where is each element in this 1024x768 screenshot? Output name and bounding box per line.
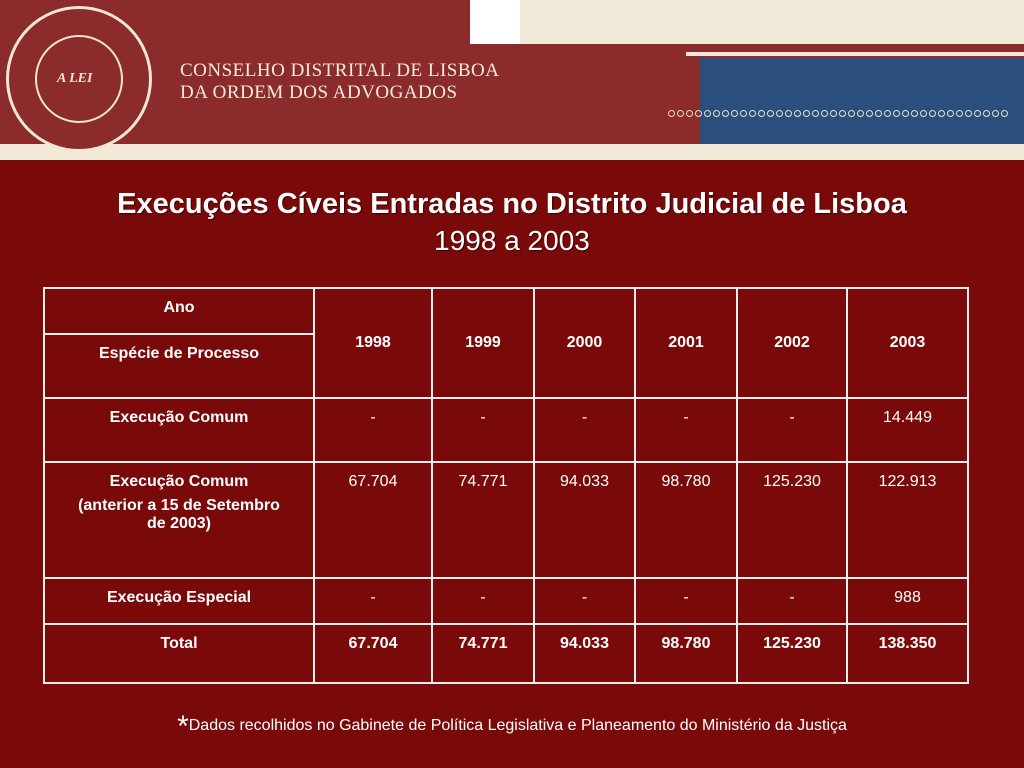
footnote-text: Dados recolhidos no Gabinete de Política…: [188, 717, 847, 734]
header-banner: A LEI CONSELHO DISTRITAL DE LISBOA DA OR…: [0, 0, 1024, 160]
header-ano: Ano: [43, 287, 315, 335]
slide-title: Execuções Cíveis Entradas no Distrito Ju…: [0, 188, 1024, 257]
header-especie: Espécie de Processo: [43, 333, 315, 399]
org-line-1: CONSELHO DISTRITAL DE LISBOA: [180, 60, 500, 81]
table-cell: 94.033: [533, 461, 636, 579]
title-line-1: Execuções Cíveis Entradas no Distrito Ju…: [117, 188, 907, 220]
year-header: 2002: [736, 287, 848, 399]
table-cell: 98.780: [634, 461, 738, 579]
footnote: *Dados recolhidos no Gabinete de Polític…: [0, 710, 1024, 744]
total-cell: 94.033: [533, 623, 636, 684]
header-blue-block: [700, 58, 1024, 144]
table-cell: -: [533, 397, 636, 463]
table-cell: 14.449: [846, 397, 969, 463]
year-header: 2001: [634, 287, 738, 399]
table-cell: -: [431, 397, 535, 463]
table-header-row: Ano 1998 1999 2000 2001 2002 2003: [43, 287, 969, 399]
table-cell: -: [533, 577, 636, 625]
table-cell: -: [736, 577, 848, 625]
year-header: 1998: [313, 287, 433, 399]
table-cell: 988: [846, 577, 969, 625]
title-line-2: 1998 a 2003: [434, 225, 590, 256]
table-cell: -: [431, 577, 535, 625]
header-bottom-strip: [0, 144, 1024, 160]
table-cell: -: [313, 577, 433, 625]
organization-name: CONSELHO DISTRITAL DE LISBOA DA ORDEM DO…: [180, 60, 499, 104]
table-cell: 74.771: [431, 461, 535, 579]
header-blue-edge: [686, 52, 1024, 56]
seal-inner-ring: [35, 35, 123, 123]
table-header-row-2: Espécie de Processo: [43, 333, 968, 399]
table-cell: -: [634, 397, 738, 463]
row-label-line-2: (anterior a 15 de Setembro de 2003): [78, 497, 280, 532]
org-line-2: DA ORDEM DOS ADVOGADOS: [180, 82, 458, 103]
row-label-total: Total: [43, 623, 315, 684]
footnote-asterisk: *: [177, 710, 189, 743]
table-row: Execução Especial - - - - - 988: [43, 577, 969, 625]
table-row-total: Total 67.704 74.771 94.033 98.780 125.23…: [43, 623, 969, 684]
header-cream-block: [520, 0, 1024, 44]
row-label: Execução Especial: [43, 577, 315, 625]
dot-row-decoration: [668, 110, 1018, 122]
total-cell: 125.230: [736, 623, 848, 684]
row-label: Execução Comum: [43, 397, 315, 463]
total-cell: 98.780: [634, 623, 738, 684]
year-header: 2000: [533, 287, 636, 399]
table-cell: -: [313, 397, 433, 463]
table-row: Execução Comum - - - - - 14.449: [43, 397, 969, 463]
ordem-advogados-seal-logo: A LEI: [6, 6, 152, 152]
year-header: 2003: [846, 287, 969, 399]
row-label: Execução Comum (anterior a 15 de Setembr…: [43, 461, 315, 579]
table-cell: 67.704: [313, 461, 433, 579]
table-cell: -: [736, 397, 848, 463]
total-cell: 74.771: [431, 623, 535, 684]
table-cell: 122.913: [846, 461, 969, 579]
total-cell: 67.704: [313, 623, 433, 684]
seal-text: A LEI: [57, 71, 93, 86]
executions-table: Ano 1998 1999 2000 2001 2002 2003 Espéci…: [43, 287, 969, 684]
year-header: 1999: [431, 287, 535, 399]
table-cell: -: [634, 577, 738, 625]
table-cell: 125.230: [736, 461, 848, 579]
table-row: Execução Comum (anterior a 15 de Setembr…: [43, 461, 969, 579]
total-cell: 138.350: [846, 623, 969, 684]
row-label-line-1: Execução Comum: [109, 473, 249, 490]
